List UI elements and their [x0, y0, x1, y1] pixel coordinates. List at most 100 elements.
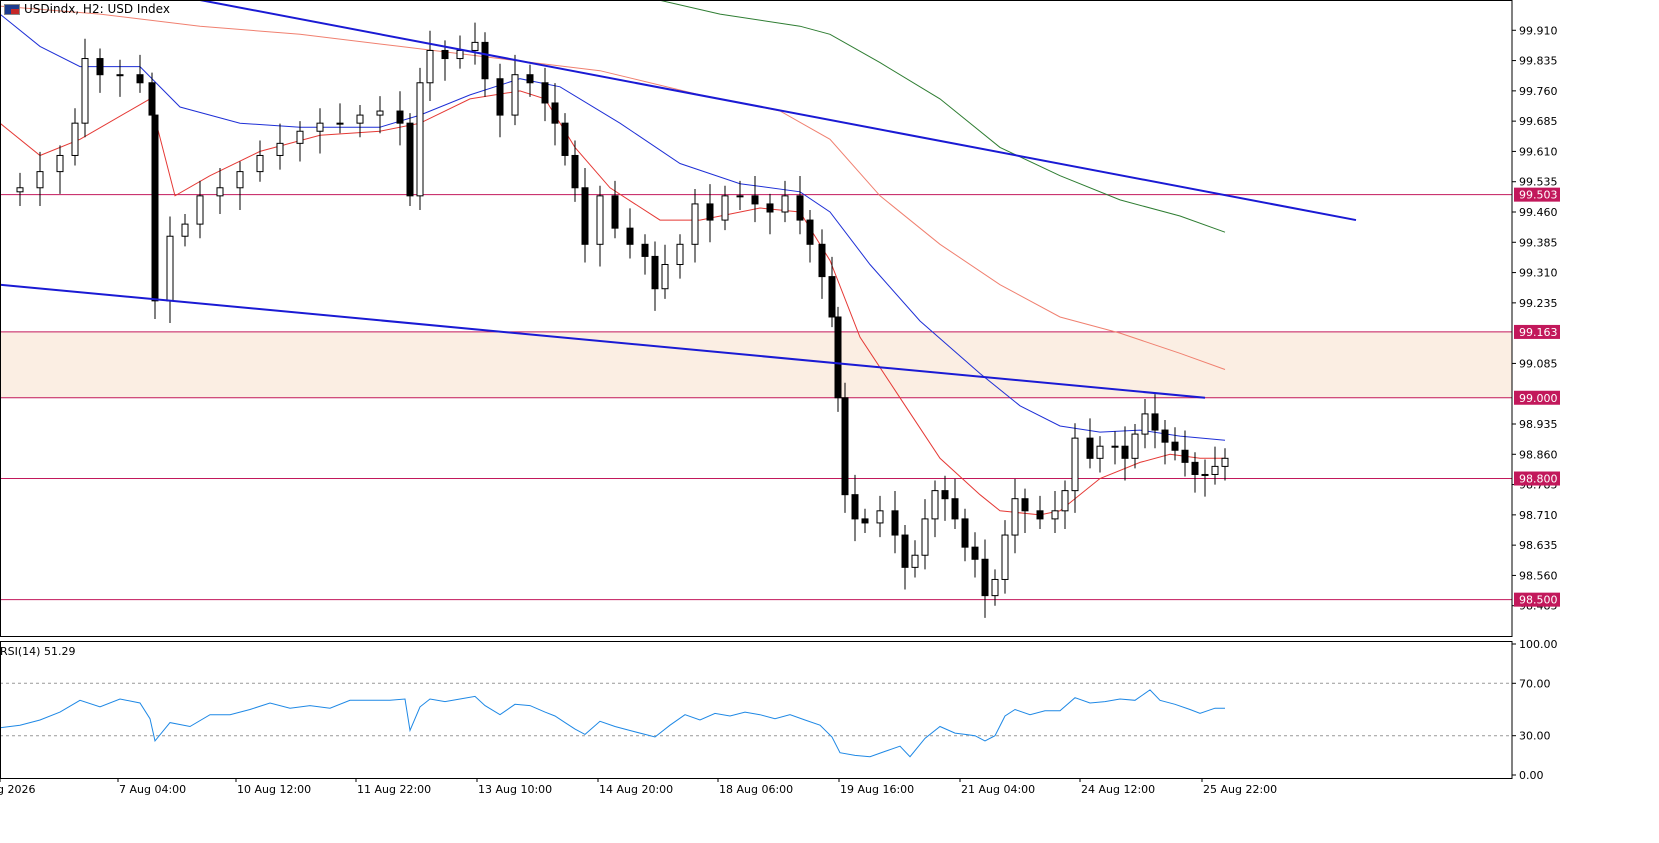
candle [766, 193, 774, 235]
level-label-box [1514, 471, 1560, 486]
candle-body [426, 49, 434, 84]
candle-body [1021, 498, 1029, 512]
rsi-y-tick-label: 70.00 [1519, 677, 1551, 690]
candle [971, 532, 979, 578]
x-tick-label: 24 Aug 12:00 [1081, 783, 1155, 796]
candle [1086, 418, 1094, 469]
candle [611, 180, 619, 239]
candle [981, 539, 989, 618]
candle-body [1071, 437, 1079, 492]
level-label: 98.800 [1519, 473, 1558, 486]
candle [736, 180, 744, 210]
candle [136, 54, 144, 93]
candle [931, 480, 939, 538]
x-tick-label: 25 Aug 22:00 [1203, 783, 1277, 796]
y-tick-label: 99.535 [1519, 176, 1558, 189]
x-tick-label: 18 Aug 06:00 [719, 783, 793, 796]
candle [196, 180, 204, 239]
candle [116, 59, 124, 97]
candle [1111, 431, 1119, 465]
price-panel [0, 0, 1512, 618]
candle-body [641, 243, 649, 257]
y-tick-label: 98.935 [1519, 418, 1558, 431]
x-tick-label: 19 Aug 16:00 [840, 783, 914, 796]
ma-line [656, 0, 1226, 233]
candle [651, 241, 659, 311]
candle-body [1111, 445, 1119, 448]
candle-body [861, 518, 869, 524]
candle [541, 67, 549, 122]
candle [721, 185, 729, 231]
candle-body [71, 122, 79, 156]
candle-body [911, 554, 919, 568]
candle-body [571, 154, 579, 189]
candle-body [16, 187, 24, 193]
candle [1221, 448, 1229, 481]
candle-body [721, 195, 729, 221]
candle [676, 234, 684, 279]
candle-body [1141, 413, 1149, 435]
candle-body [1036, 510, 1044, 520]
y-tick-label: 99.835 [1519, 55, 1558, 68]
candle [921, 499, 929, 570]
candle-body [541, 82, 549, 104]
candle [781, 180, 789, 223]
candle-body [751, 195, 759, 205]
candle-body [661, 263, 669, 290]
price-panel-frame [0, 0, 1513, 637]
candle [236, 161, 244, 210]
candle-body [526, 74, 534, 84]
candle-body [406, 122, 414, 197]
candle-body [834, 316, 842, 399]
candle [1171, 427, 1179, 461]
candle [1151, 394, 1159, 449]
candle [1131, 424, 1139, 469]
candle [416, 67, 424, 210]
y-tick-label: 99.610 [1519, 145, 1558, 158]
candle-body [456, 49, 464, 60]
candle-body [1151, 413, 1159, 431]
candle [571, 140, 579, 202]
candle [796, 176, 804, 235]
candle [851, 474, 859, 542]
level-label: 99.000 [1519, 392, 1558, 405]
candle [951, 478, 959, 529]
candle-body [706, 203, 714, 221]
y-tick-label: 99.235 [1519, 297, 1558, 310]
candle-body [511, 74, 519, 116]
candle-body [151, 114, 159, 302]
rsi-y-tick-label: 0.00 [1519, 769, 1544, 782]
candle [841, 382, 849, 513]
candle-body [876, 510, 884, 524]
candle-body [96, 58, 104, 76]
candle [396, 91, 404, 146]
candle [828, 256, 836, 328]
y-tick-label: 99.685 [1519, 115, 1558, 128]
rsi-y-tick-label: 30.00 [1519, 730, 1551, 743]
candle-body [1171, 441, 1179, 451]
trendline [0, 283, 1206, 399]
candle-body [961, 518, 969, 548]
candle-body [181, 223, 189, 237]
candle-body [148, 82, 156, 116]
candle-body [828, 276, 836, 318]
candle-body [611, 195, 619, 229]
candle-body [581, 187, 589, 245]
y-tick-label: 98.710 [1519, 509, 1558, 522]
candle-body [1161, 429, 1169, 443]
level-label-box [1514, 324, 1560, 339]
candle [751, 176, 759, 223]
sr-zone [0, 331, 1512, 398]
candle [706, 184, 714, 243]
candle-body [851, 494, 859, 520]
candle-body [396, 110, 404, 124]
candle [691, 188, 699, 263]
candle [376, 96, 384, 134]
x-tick-label: 10 Aug 12:00 [237, 783, 311, 796]
level-label-box [1514, 187, 1560, 202]
candle [1051, 491, 1059, 534]
rsi-y-tick-label: 100.00 [1519, 638, 1558, 651]
rsi-panel [0, 682, 1512, 758]
candle [511, 54, 519, 126]
